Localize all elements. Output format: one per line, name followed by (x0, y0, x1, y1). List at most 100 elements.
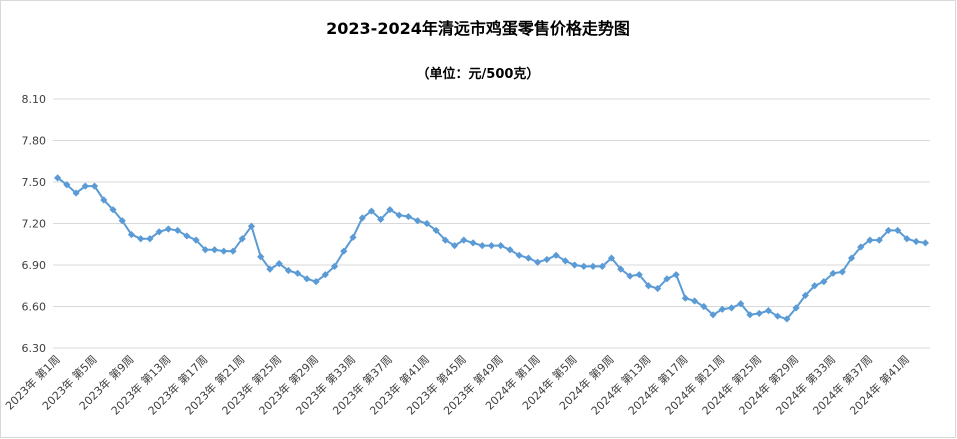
data-point (524, 254, 533, 262)
data-point (737, 300, 745, 308)
data-point (534, 258, 542, 266)
data-point (607, 254, 616, 262)
y-tick-label: 8.10 (22, 93, 47, 106)
data-point (617, 265, 625, 273)
data-point (349, 233, 357, 241)
data-point (469, 239, 477, 247)
data-point (552, 251, 560, 259)
data-point (903, 235, 911, 243)
data-point (377, 215, 385, 223)
data-point (921, 239, 929, 247)
data-point (727, 304, 736, 312)
data-point (155, 228, 163, 236)
data-point (358, 214, 366, 222)
data-point (441, 236, 449, 244)
data-point (330, 262, 339, 270)
y-tick-label: 6.60 (22, 301, 47, 314)
data-point (432, 226, 440, 235)
data-point (866, 236, 874, 244)
data-point (700, 302, 708, 311)
data-point (294, 269, 302, 277)
data-point (340, 247, 348, 255)
data-point (54, 174, 62, 182)
data-point (229, 247, 237, 255)
data-point (589, 262, 597, 270)
data-point (506, 246, 514, 254)
data-point (681, 294, 689, 302)
chart-title: 2023-2024年清远市鸡蛋零售价格走势图 (326, 19, 630, 38)
data-point (884, 226, 893, 235)
data-point (321, 271, 329, 279)
data-point (146, 235, 154, 243)
data-point (275, 260, 283, 268)
data-point (137, 235, 145, 243)
data-point (303, 275, 311, 283)
data-point (266, 265, 274, 273)
data-point (774, 312, 782, 320)
y-tick-label: 7.80 (22, 135, 47, 148)
data-point (118, 217, 126, 225)
data-point (183, 232, 191, 240)
data-point (386, 206, 394, 214)
data-point (515, 251, 523, 259)
data-point (580, 262, 588, 270)
data-point (709, 311, 717, 319)
data-point (164, 225, 172, 233)
data-point (847, 254, 856, 262)
data-point (478, 242, 486, 250)
data-point (838, 268, 846, 276)
data-point (690, 297, 699, 305)
data-point (672, 271, 680, 279)
y-tick-label: 6.30 (22, 342, 47, 355)
data-point (635, 271, 643, 279)
data-point (783, 315, 791, 323)
data-point (100, 196, 108, 204)
data-point (220, 247, 228, 255)
data-point (257, 253, 265, 261)
data-point (811, 282, 819, 290)
y-tick-label: 7.50 (22, 176, 47, 189)
data-point (764, 307, 773, 315)
data-point (718, 305, 726, 313)
data-point (801, 291, 809, 300)
data-point (174, 226, 182, 235)
data-point (663, 275, 671, 283)
data-point (63, 181, 71, 189)
data-point (875, 236, 883, 244)
y-tick-label: 7.20 (22, 218, 47, 231)
data-point (450, 242, 459, 250)
y-tick-label: 6.90 (22, 259, 47, 272)
data-point (210, 246, 219, 254)
data-point (755, 309, 763, 318)
data-point (894, 226, 902, 235)
data-point (570, 261, 579, 269)
data-point (497, 242, 505, 250)
data-point (312, 278, 320, 286)
chart-subtitle: （单位：元/500克） (417, 66, 540, 82)
data-point (238, 235, 246, 243)
data-point (201, 246, 209, 254)
data-point (72, 189, 80, 197)
data-point (857, 243, 865, 251)
data-point (423, 219, 431, 228)
data-point (912, 237, 920, 246)
data-point (395, 211, 403, 219)
data-point (820, 278, 828, 286)
data-point (81, 182, 89, 190)
data-point (644, 282, 653, 290)
data-point (367, 207, 376, 215)
data-point (404, 212, 413, 221)
data-point (654, 284, 662, 293)
data-point (109, 206, 117, 214)
data-point (192, 236, 200, 244)
data-point (127, 230, 136, 239)
data-point (460, 236, 468, 244)
data-point (561, 257, 569, 265)
data-point (414, 217, 422, 225)
data-point (543, 255, 551, 264)
data-point (284, 266, 293, 275)
data-point (487, 242, 496, 250)
